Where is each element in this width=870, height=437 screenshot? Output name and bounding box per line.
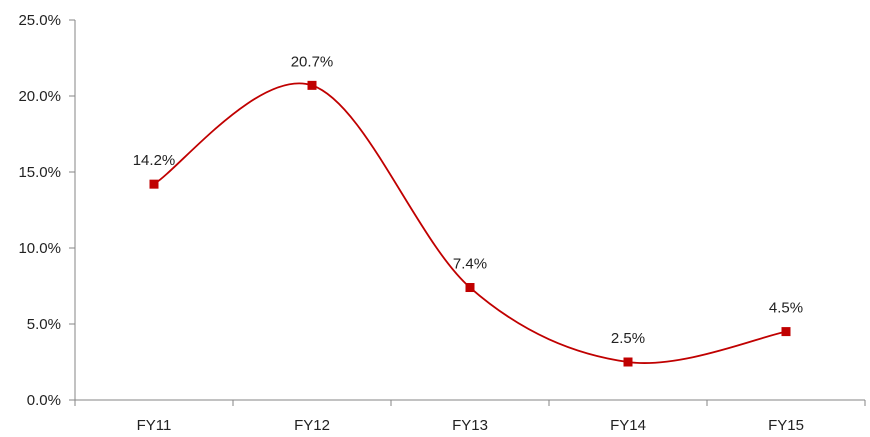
- data-labels: 14.2% 20.7% 7.4% 2.5% 4.5%: [133, 53, 803, 347]
- y-tick-label: 25.0%: [18, 12, 61, 29]
- x-tick-label: FY12: [294, 417, 330, 432]
- data-label: 20.7%: [291, 53, 334, 70]
- y-tick-label: 15.0%: [18, 164, 61, 181]
- y-tick-label: 5.0%: [27, 316, 61, 333]
- data-point-marker: [307, 80, 317, 90]
- data-label: 4.5%: [769, 300, 803, 317]
- series-line-group: [153, 82, 787, 364]
- x-tick-label: FY13: [452, 417, 488, 432]
- data-point-marker: [623, 357, 633, 367]
- y-tick-label: 20.0%: [18, 88, 61, 105]
- y-axis-ticks: 0.0% 5.0% 10.0% 15.0% 20.0% 25.0%: [18, 12, 75, 409]
- data-label: 2.5%: [611, 330, 645, 347]
- x-tick-label: FY14: [610, 417, 646, 432]
- data-label: 7.4%: [453, 256, 487, 273]
- series-markers: [149, 80, 791, 367]
- data-point-marker: [781, 327, 791, 337]
- axes: [74, 20, 865, 401]
- x-tick-label: FY11: [137, 417, 172, 432]
- y-tick-label: 0.0%: [27, 392, 61, 409]
- data-label: 14.2%: [133, 152, 176, 169]
- data-point-marker: [149, 179, 159, 189]
- y-tick-label: 10.0%: [18, 240, 61, 257]
- data-point-marker: [465, 283, 475, 293]
- x-axis-ticks: FY11 FY12 FY13 FY14 FY15: [74, 400, 866, 434]
- x-tick-label: FY15: [768, 417, 804, 432]
- series-line: [153, 82, 787, 364]
